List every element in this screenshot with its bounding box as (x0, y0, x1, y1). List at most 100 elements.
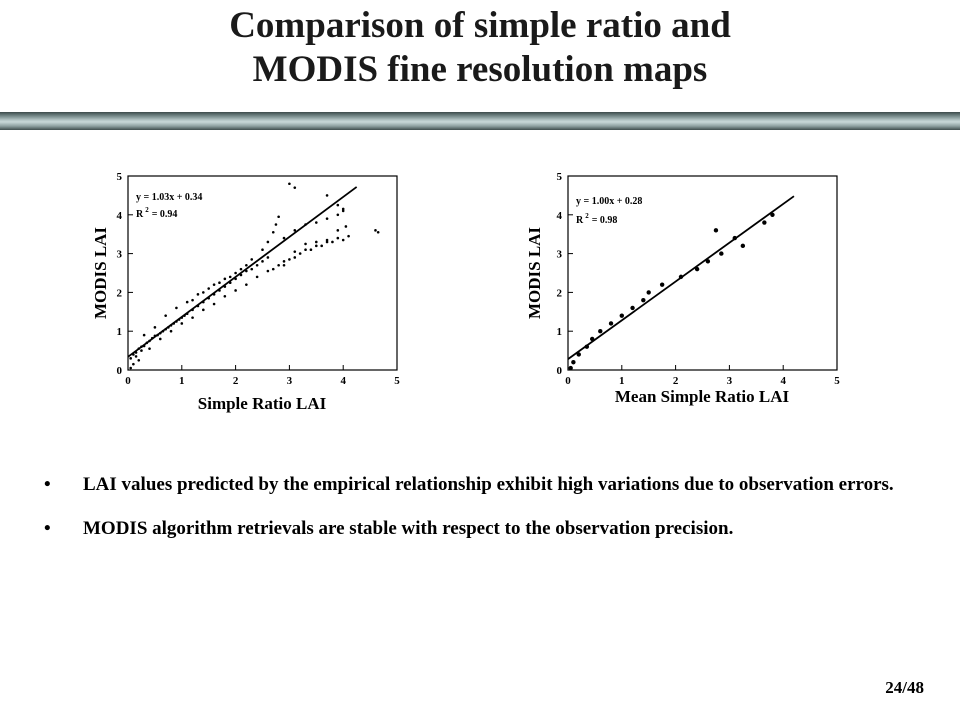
data-point (347, 234, 350, 238)
y-tick-label: 2 (117, 287, 123, 299)
data-point (129, 366, 132, 370)
data-point (255, 275, 259, 279)
data-point (608, 321, 614, 326)
data-point (341, 209, 345, 213)
r-squared-value: = 0.94 (152, 209, 178, 220)
y-tick-label: 4 (117, 210, 123, 222)
data-point (571, 360, 576, 365)
r-squared: R 2 = 0.94 (136, 206, 177, 220)
data-point (304, 248, 307, 252)
data-point (694, 266, 700, 272)
x-axis-title: Mean Simple Ratio LAI (615, 387, 790, 406)
data-point (282, 263, 286, 267)
r-squared-sup: 2 (585, 212, 589, 220)
data-point (288, 258, 291, 261)
data-point (245, 283, 248, 286)
data-point (255, 263, 259, 267)
data-point (202, 308, 205, 312)
data-point (713, 228, 719, 233)
y-axis-title: MODIS LAI (91, 227, 110, 319)
data-point (185, 300, 189, 304)
data-point (277, 263, 280, 267)
data-point (250, 258, 254, 261)
data-point (304, 242, 307, 246)
data-point (719, 251, 724, 256)
x-tick-label: 5 (394, 375, 400, 387)
data-point (191, 298, 194, 302)
data-point (325, 194, 329, 197)
data-point (376, 230, 380, 234)
data-point (740, 243, 746, 249)
tick-marks (567, 175, 838, 371)
x-tick-label: 0 (125, 375, 131, 387)
data-point (134, 355, 138, 358)
y-tick-label: 1 (117, 326, 123, 338)
data-point (266, 240, 270, 244)
data-point (336, 236, 340, 240)
data-point (250, 267, 254, 271)
fit-line (567, 195, 795, 360)
data-point (282, 236, 286, 240)
title-line-2: MODIS fine resolution maps (252, 49, 708, 90)
data-point (336, 203, 340, 207)
data-point (274, 223, 278, 226)
x-tick-label: 2 (673, 375, 679, 387)
x-tick-label: 1 (619, 375, 625, 387)
data-point (266, 269, 270, 273)
x-axis-title: Simple Ratio LAI (198, 394, 327, 413)
data-point (325, 240, 329, 244)
fit-equation: y = 1.03x + 0.34 (136, 192, 202, 203)
x-tick-label: 1 (179, 375, 185, 387)
data-point (298, 252, 302, 255)
y-tick-labels: 0 1 2 3 4 5 (117, 171, 123, 377)
data-point (169, 329, 173, 333)
y-tick-labels: 0 1 2 3 4 5 (557, 171, 563, 377)
data-point (277, 215, 280, 219)
fit-equation: y = 1.00x + 0.28 (576, 196, 642, 207)
y-tick-label: 1 (557, 326, 563, 338)
data-point (271, 230, 275, 234)
data-point (331, 240, 334, 244)
data-point (336, 229, 340, 232)
tick-marks (127, 175, 398, 371)
plot-frame (127, 175, 398, 371)
x-tick-label: 5 (834, 375, 840, 387)
x-tick-label: 0 (565, 375, 571, 387)
data-point (271, 267, 275, 271)
data-point (619, 313, 624, 318)
data-point (341, 207, 345, 211)
data-point (212, 283, 216, 286)
x-tick-label: 4 (340, 375, 346, 387)
data-point (325, 217, 329, 220)
data-point (142, 333, 146, 337)
data-point (212, 302, 216, 306)
data-point (630, 305, 635, 311)
y-tick-label: 2 (557, 287, 563, 299)
data-point (659, 282, 665, 287)
y-tick-label: 4 (557, 210, 563, 222)
x-tick-label: 3 (287, 375, 293, 387)
x-tick-label: 4 (780, 375, 786, 387)
page-number: 24/48 (885, 678, 924, 697)
data-point (598, 329, 603, 334)
data-point (132, 362, 135, 366)
data-point (239, 267, 243, 271)
data-point (191, 316, 194, 319)
y-tick-label: 0 (117, 365, 123, 377)
data-point (266, 256, 270, 259)
data-point (762, 220, 767, 225)
data-point (576, 352, 581, 357)
data-point (234, 289, 237, 292)
data-point (344, 225, 348, 228)
r-squared: R 2 = 0.98 (576, 212, 617, 226)
y-tick-label: 5 (117, 171, 123, 183)
data-point (153, 326, 157, 329)
title-line-1: Comparison of simple ratio and (229, 5, 731, 46)
bullet-item: • LAI values predicted by the empirical … (40, 472, 930, 498)
data-point (158, 337, 162, 341)
title-divider-band (0, 112, 960, 130)
x-tick-labels: 0 1 2 3 4 5 (565, 375, 840, 387)
data-point (228, 275, 232, 279)
data-point (293, 229, 297, 232)
